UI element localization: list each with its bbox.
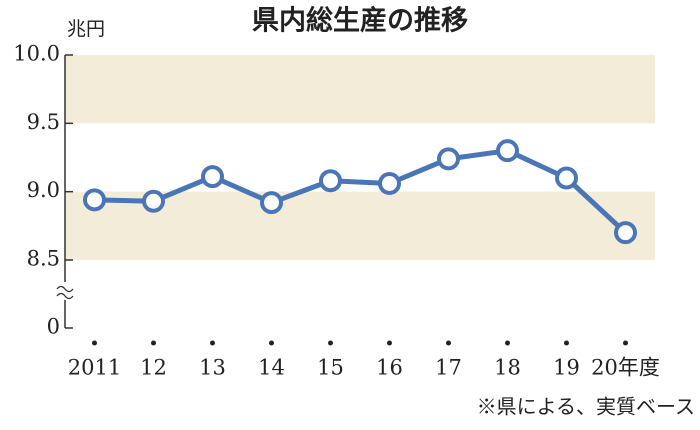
point <box>437 147 460 171</box>
x-tick-label: 12 <box>140 356 167 380</box>
x-tick-dot <box>269 340 274 346</box>
y-tick-label: 9.0 <box>27 178 60 202</box>
x-tick-dot <box>151 340 156 346</box>
x-tick-label: 15 <box>317 356 344 380</box>
x-tick-label: 17 <box>435 356 462 380</box>
x-tick-label: 14 <box>258 356 285 380</box>
point <box>496 139 519 163</box>
x-tick-label: 16 <box>376 356 403 380</box>
y-tick-label: 10.0 <box>13 42 60 66</box>
x-tick-dot <box>446 340 451 346</box>
unit-label: 兆円 <box>67 18 105 40</box>
y-tick-label: 9.5 <box>27 110 60 134</box>
point <box>614 221 637 245</box>
y-tick-label: 8.5 <box>27 247 60 271</box>
x-tick-label: 18 <box>494 356 521 380</box>
x-tick-label: 20年度 <box>591 356 660 380</box>
x-tick-dot <box>387 340 392 346</box>
x-tick-dot <box>564 340 569 346</box>
point <box>201 165 224 189</box>
x-tick-dot <box>623 340 628 346</box>
x-tick-label: 13 <box>199 356 226 380</box>
point <box>260 191 283 215</box>
point <box>142 189 165 213</box>
x-tick-dot <box>210 340 215 346</box>
point <box>555 166 578 190</box>
band <box>65 55 655 124</box>
point <box>378 171 401 195</box>
y-tick-label: 0 <box>47 315 60 339</box>
x-tick-label: 19 <box>553 356 580 380</box>
x-tick-dot <box>328 340 333 346</box>
point <box>83 188 106 212</box>
axis-break <box>56 285 74 300</box>
x-tick-dot <box>505 340 510 346</box>
source-note: ※県による、実質ベース <box>477 395 695 419</box>
point <box>319 169 342 193</box>
chart-title: 県内総生産の推移 <box>252 5 468 37</box>
series-line <box>94 148 628 235</box>
x-tick-dot <box>92 340 97 346</box>
x-tick-label: 2011 <box>68 356 121 380</box>
